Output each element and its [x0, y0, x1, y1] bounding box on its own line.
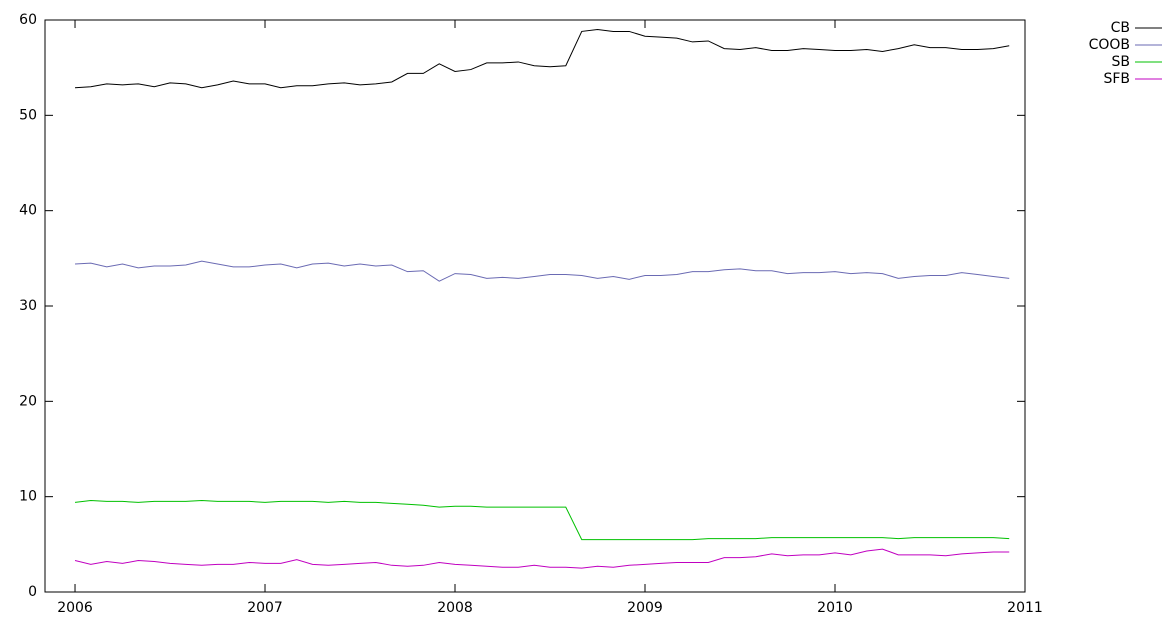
- y-tick-label: 30: [19, 298, 37, 314]
- x-tick-label: 2009: [627, 600, 663, 616]
- x-tick-label: 2010: [817, 600, 853, 616]
- x-tick-label: 2011: [1007, 600, 1043, 616]
- y-tick-label: 10: [19, 489, 37, 505]
- series-line: [74, 260, 1010, 282]
- y-tick-label: 40: [19, 203, 37, 219]
- legend-label: CB: [1111, 20, 1130, 36]
- series-line: [74, 548, 1010, 569]
- x-tick-label: 2007: [247, 600, 283, 616]
- legend-label: COOB: [1089, 37, 1130, 53]
- legend-label: SFB: [1103, 71, 1130, 87]
- series-line: [74, 29, 1010, 89]
- y-tick-label: 20: [19, 393, 37, 409]
- plot-frame: [44, 19, 1026, 593]
- legend-label: SB: [1112, 54, 1131, 70]
- series-line: [74, 499, 1010, 541]
- x-tick-label: 2008: [437, 600, 473, 616]
- y-tick-label: 60: [19, 12, 37, 28]
- y-tick-label: 0: [28, 584, 37, 600]
- x-tick-label: 2006: [57, 600, 93, 616]
- y-tick-label: 50: [19, 107, 37, 123]
